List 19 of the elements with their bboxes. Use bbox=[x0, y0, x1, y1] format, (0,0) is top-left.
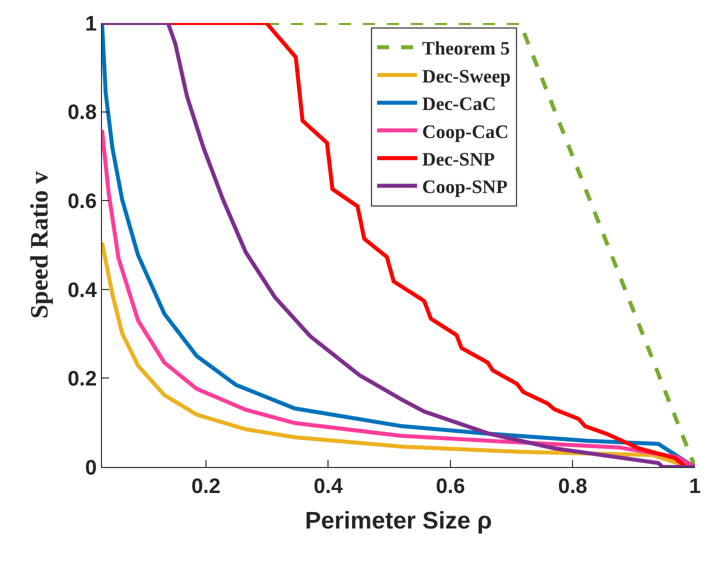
x-tick-label: 0.4 bbox=[314, 475, 344, 498]
legend-label: Theorem 5 bbox=[422, 38, 510, 60]
legend-label: Dec-CaC bbox=[422, 94, 496, 116]
legend-label: Dec-Sweep bbox=[422, 66, 511, 88]
y-tick-label: 0.6 bbox=[68, 190, 97, 213]
y-axis-title: Speed Ratio v bbox=[26, 170, 54, 319]
x-tick-label: 0.8 bbox=[558, 475, 588, 498]
legend-label: Coop-CaC bbox=[422, 122, 509, 143]
y-tick-label: 0.4 bbox=[68, 278, 98, 302]
x-tick-label: 1 bbox=[689, 475, 702, 498]
y-tick-label: 0 bbox=[85, 456, 97, 480]
x-tick-label: 0.2 bbox=[191, 475, 221, 498]
legend-label: Coop-SNP bbox=[422, 177, 508, 198]
y-tick-label: 0.8 bbox=[68, 101, 98, 124]
x-tick-label: 0.6 bbox=[436, 475, 466, 498]
legend-label: Dec-SNP bbox=[422, 150, 496, 170]
x-axis-title: Perimeter Size ρ bbox=[305, 508, 492, 534]
y-tick-label: 1 bbox=[85, 12, 98, 36]
y-tick-label: 0.2 bbox=[68, 368, 97, 391]
